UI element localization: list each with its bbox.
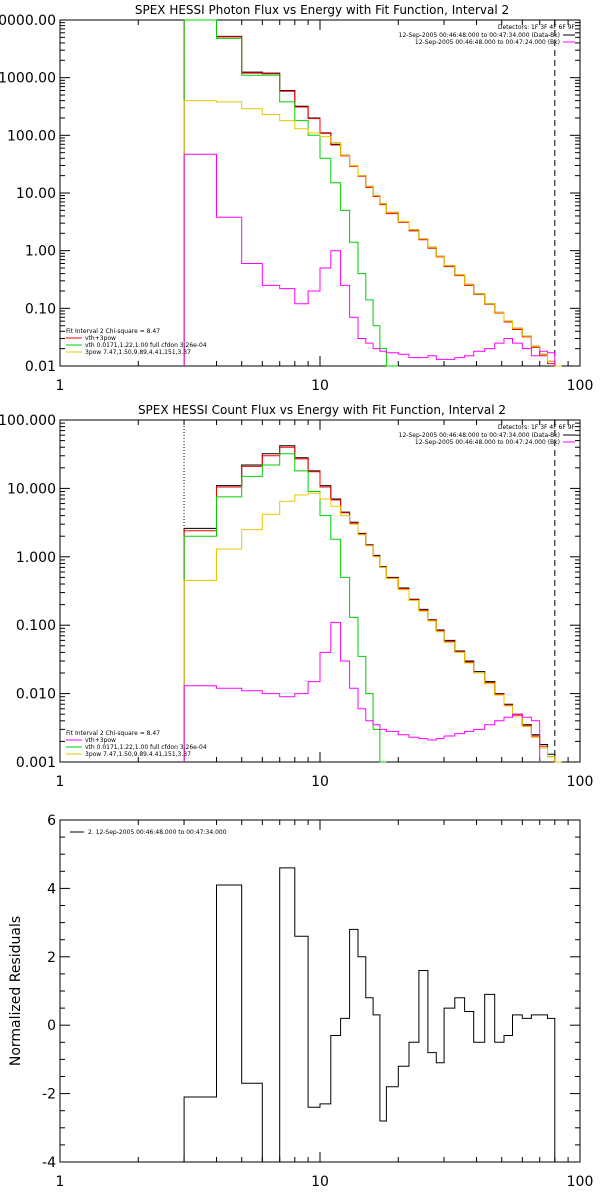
count-flux-top-legend: Detectors: 1F 3F 4F 6F 9F 12-Sep-2005 00…	[399, 424, 576, 446]
y-tick-label: 10.00	[16, 186, 56, 202]
residuals-x-tick-labels: 1 10 100	[56, 1174, 594, 1190]
legend-bk-interval: 12-Sep-2005 00:46:48.000 to 00:47:24.000…	[415, 39, 560, 46]
y-tick-label: 0.10	[25, 301, 56, 317]
photon-flux-panel: SPEX HESSI Photon Flux vs Energy with Fi…	[0, 3, 593, 394]
residuals-plot-frame	[59, 819, 581, 1163]
count-flux-panel: SPEX HESSI Count Flux vs Energy with Fit…	[0, 403, 593, 790]
count-flux-vertical-lines	[183, 420, 556, 762]
residuals-legend: 2. 12-Sep-2005 00:46:48.000 to 00:47:34.…	[70, 829, 227, 836]
x-tick-label: 100	[567, 378, 594, 394]
photon-flux-y-tick-labels: 0.01 0.10 1.00 10.00 100.00 1000.00 1000…	[0, 13, 56, 375]
x-tick-label: 1	[56, 1174, 65, 1190]
x-tick-label: 100	[567, 1174, 594, 1190]
y-tick-label: 1.00	[25, 244, 56, 260]
y-tick-label: 1000.00	[0, 71, 56, 87]
count-flux-bottom-legend: Fit Interval 2 Chi-square = 8.47 vth+3po…	[66, 730, 207, 758]
y-tick-label: 10.000	[7, 481, 56, 497]
y-tick-label: 10000.00	[0, 13, 56, 29]
y-tick-label: 0.010	[16, 687, 56, 703]
photon-flux-bottom-legend: Fit Interval 2 Chi-square = 8.47 vth+3po…	[66, 328, 207, 356]
legend-bk-interval: 12-Sep-2005 00:46:48.000 to 00:47:24.000…	[415, 439, 560, 446]
legend-model: vth+3pow	[85, 737, 116, 744]
y-tick-label: 100.000	[0, 413, 56, 429]
residuals-panel: 1 10 100 -4 -2 0 2 4 6 Normalized Residu…	[8, 813, 593, 1190]
series-line	[183, 492, 562, 763]
residuals-y-tick-labels: -4 -2 0 2 4 6	[42, 813, 56, 1171]
legend-3pow: 3pow 7.47,1.50,9.89,4.41,151,3.37	[85, 751, 191, 758]
legend-vth: vth 0.0171,1.22,1.00 full cfdon 3.26e-04	[85, 744, 207, 751]
photon-flux-series	[183, 19, 562, 367]
photon-flux-title: SPEX HESSI Photon Flux vs Energy with Fi…	[135, 3, 509, 17]
photon-flux-plot-frame	[59, 19, 581, 367]
y-tick-label: 100.00	[7, 128, 56, 144]
count-flux-title: SPEX HESSI Count Flux vs Energy with Fit…	[138, 403, 506, 417]
residuals-series	[183, 867, 556, 1163]
photon-flux-vertical-lines	[183, 20, 556, 366]
x-tick-label: 1	[56, 378, 65, 394]
x-tick-label: 10	[311, 378, 329, 394]
y-tick-label: 0	[47, 1018, 56, 1034]
legend-model: vth+3pow	[85, 335, 116, 342]
count-flux-series	[183, 445, 562, 763]
legend-vth: vth 0.0171,1.22,1.00 full cfdon 3.26e-04	[85, 342, 207, 349]
photon-flux-x-tick-labels: 1 10 100	[56, 378, 594, 394]
y-tick-label: 2	[47, 950, 56, 966]
x-tick-label: 10	[311, 774, 329, 790]
legend-detectors: Detectors: 1F 3F 4F 6F 9F	[498, 424, 576, 431]
y-tick-label: 0.001	[16, 755, 56, 771]
y-tick-label: 4	[47, 881, 56, 897]
photon-flux-top-legend: Detectors: 1F 3F 4F 6F 9F 12-Sep-2005 00…	[399, 24, 576, 46]
legend-detectors: Detectors: 1F 3F 4F 6F 9F	[498, 24, 576, 31]
y-tick-label: 6	[47, 813, 56, 829]
residuals-legend-text: 2. 12-Sep-2005 00:46:48.000 to 00:47:34.…	[88, 829, 227, 836]
y-tick-label: -4	[42, 1155, 56, 1171]
count-flux-x-tick-labels: 1 10 100	[56, 774, 594, 790]
series-line	[183, 867, 556, 1163]
legend-3pow: 3pow 7.47,1.50,9.89,4.41,151,3.37	[85, 349, 191, 356]
legend-data-interval: 12-Sep-2005 00:46:48.000 to 00:47:34.000…	[399, 432, 560, 439]
y-tick-label: 0.01	[25, 359, 56, 375]
legend-fit-info: Fit Interval 2 Chi-square = 8.47	[66, 328, 160, 335]
legend-fit-info: Fit Interval 2 Chi-square = 8.47	[66, 730, 160, 737]
series-line	[183, 153, 556, 366]
photon-flux-ticks	[59, 20, 580, 367]
residuals-y-axis-label: Normalized Residuals	[8, 916, 24, 1066]
y-tick-label: -2	[42, 1087, 56, 1103]
series-line	[183, 100, 562, 367]
x-tick-label: 100	[567, 774, 594, 790]
series-line	[183, 621, 541, 762]
count-flux-ticks	[59, 420, 580, 763]
x-tick-label: 1	[56, 774, 65, 790]
y-tick-label: 1.000	[16, 550, 56, 566]
y-tick-label: 0.100	[16, 618, 56, 634]
series-line	[183, 453, 387, 763]
residuals-ticks	[59, 819, 580, 1163]
count-flux-y-tick-labels: 0.001 0.010 0.100 1.000 10.000 100.000	[0, 413, 56, 771]
x-tick-label: 10	[311, 1174, 329, 1190]
legend-data-interval: 12-Sep-2005 00:46:48.000 to 00:47:34.000…	[399, 32, 560, 39]
